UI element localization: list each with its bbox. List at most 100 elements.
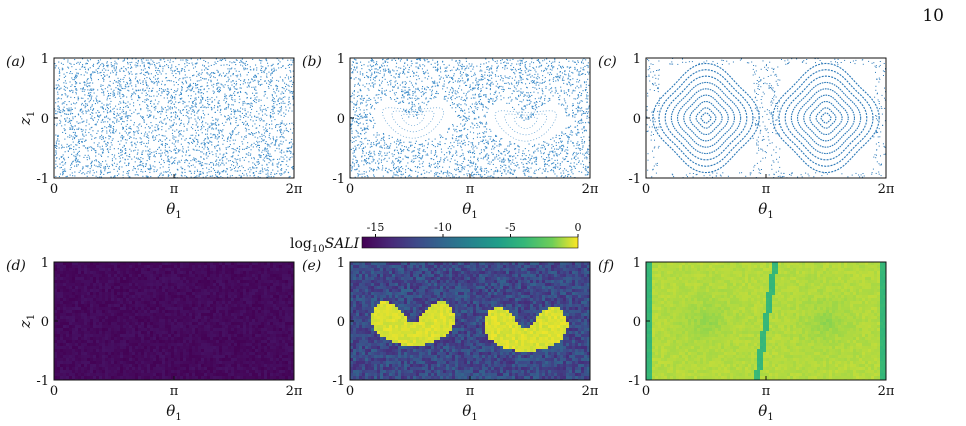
data-point <box>62 174 64 176</box>
data-point <box>415 95 417 97</box>
data-point <box>61 146 63 148</box>
data-point <box>205 129 207 131</box>
data-point <box>108 135 110 137</box>
data-point <box>572 60 574 62</box>
data-point <box>427 101 429 103</box>
data-point <box>471 165 473 167</box>
data-point <box>480 157 482 159</box>
data-point <box>143 121 145 123</box>
data-point <box>232 80 234 82</box>
data-point <box>384 90 386 92</box>
data-point <box>222 72 224 74</box>
data-point <box>566 153 568 155</box>
data-point <box>204 69 206 71</box>
data-point <box>420 158 422 160</box>
data-point <box>216 163 218 165</box>
data-point <box>68 120 70 122</box>
data-point <box>212 175 214 177</box>
data-point <box>168 159 170 161</box>
data-point <box>462 154 464 156</box>
data-point <box>175 111 177 113</box>
data-point <box>234 170 236 172</box>
data-point <box>193 67 195 69</box>
data-point <box>283 112 285 114</box>
data-point <box>494 158 496 160</box>
data-point <box>67 61 69 63</box>
data-point <box>111 65 113 67</box>
data-point <box>368 151 370 153</box>
data-point <box>91 126 93 128</box>
data-point <box>198 90 200 92</box>
data-point <box>459 156 461 158</box>
data-point <box>72 126 74 128</box>
data-point <box>395 158 397 160</box>
data-point <box>533 151 535 153</box>
data-point <box>217 144 219 146</box>
data-point <box>359 71 361 73</box>
data-point <box>199 119 201 121</box>
data-point <box>279 130 281 132</box>
data-point <box>378 158 380 160</box>
data-point <box>275 139 277 141</box>
data-point <box>92 174 94 176</box>
data-point <box>58 109 60 111</box>
data-point <box>115 131 117 133</box>
data-point <box>106 132 108 134</box>
data-point <box>567 77 569 79</box>
data-point <box>69 134 71 136</box>
data-point <box>273 91 275 93</box>
data-point <box>149 164 151 166</box>
data-point <box>257 144 259 146</box>
data-point <box>66 87 68 89</box>
data-point <box>122 127 124 129</box>
data-point <box>200 100 202 102</box>
data-point <box>94 124 96 126</box>
data-point <box>211 128 213 130</box>
data-point <box>222 160 224 162</box>
data-point <box>278 148 280 150</box>
data-point <box>90 74 92 76</box>
data-point <box>258 149 260 151</box>
data-point <box>117 85 119 87</box>
data-point <box>440 176 442 178</box>
data-point <box>536 107 538 109</box>
data-point <box>291 167 293 169</box>
data-point <box>503 161 505 163</box>
data-point <box>194 118 196 120</box>
data-point <box>274 107 276 109</box>
data-point <box>407 162 409 164</box>
data-point <box>69 148 71 150</box>
data-point <box>61 144 63 146</box>
data-point <box>238 95 240 97</box>
data-point <box>82 121 84 123</box>
data-point <box>544 148 546 150</box>
data-point <box>564 108 566 110</box>
data-point <box>279 136 281 138</box>
data-point <box>492 98 494 100</box>
data-point <box>72 138 74 140</box>
data-point <box>113 107 115 109</box>
data-point <box>73 146 75 148</box>
data-point <box>82 138 84 140</box>
data-point <box>257 80 259 82</box>
data-point <box>253 175 255 177</box>
data-point <box>128 176 130 178</box>
data-point <box>116 163 118 165</box>
data-point <box>173 91 175 93</box>
data-point <box>222 154 224 156</box>
data-point <box>528 150 530 152</box>
data-point <box>173 112 175 114</box>
data-point <box>94 150 96 152</box>
data-point <box>170 116 172 118</box>
data-point <box>477 84 479 86</box>
data-point <box>200 156 202 158</box>
data-point <box>73 129 75 131</box>
data-point <box>121 150 123 152</box>
data-point <box>251 132 253 134</box>
data-point <box>142 80 144 82</box>
data-point <box>65 94 67 96</box>
data-point <box>368 162 370 164</box>
data-point <box>565 169 567 171</box>
data-point <box>98 166 100 168</box>
data-point <box>140 125 142 127</box>
